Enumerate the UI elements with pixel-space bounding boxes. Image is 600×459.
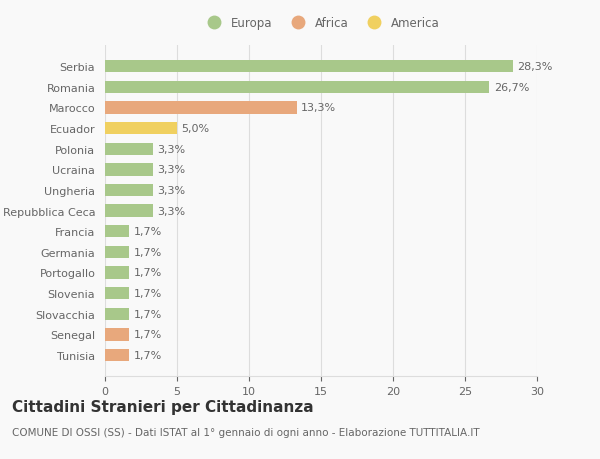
Bar <box>105 267 130 279</box>
Text: 1,7%: 1,7% <box>134 268 162 278</box>
Text: 1,7%: 1,7% <box>134 350 162 360</box>
Text: 3,3%: 3,3% <box>157 145 185 154</box>
Text: 1,7%: 1,7% <box>134 227 162 237</box>
Text: 1,7%: 1,7% <box>134 247 162 257</box>
Text: 5,0%: 5,0% <box>181 124 209 134</box>
Bar <box>105 246 130 258</box>
Bar <box>105 308 130 320</box>
Text: 3,3%: 3,3% <box>157 165 185 175</box>
Bar <box>105 123 177 135</box>
Text: 3,3%: 3,3% <box>157 185 185 196</box>
Bar <box>105 143 152 156</box>
Bar <box>105 287 130 300</box>
Text: 13,3%: 13,3% <box>301 103 336 113</box>
Bar <box>105 102 296 114</box>
Bar <box>105 225 130 238</box>
Text: 1,7%: 1,7% <box>134 309 162 319</box>
Bar <box>105 185 152 197</box>
Text: 1,7%: 1,7% <box>134 330 162 340</box>
Text: 3,3%: 3,3% <box>157 206 185 216</box>
Text: COMUNE DI OSSI (SS) - Dati ISTAT al 1° gennaio di ogni anno - Elaborazione TUTTI: COMUNE DI OSSI (SS) - Dati ISTAT al 1° g… <box>12 427 479 437</box>
Text: 26,7%: 26,7% <box>494 83 529 93</box>
Bar <box>105 82 490 94</box>
Legend: Europa, Africa, America: Europa, Africa, America <box>197 12 445 34</box>
Text: 28,3%: 28,3% <box>517 62 552 72</box>
Bar <box>105 349 130 361</box>
Text: 1,7%: 1,7% <box>134 288 162 298</box>
Bar <box>105 329 130 341</box>
Text: Cittadini Stranieri per Cittadinanza: Cittadini Stranieri per Cittadinanza <box>12 399 314 414</box>
Bar <box>105 205 152 217</box>
Bar <box>105 61 512 73</box>
Bar <box>105 164 152 176</box>
